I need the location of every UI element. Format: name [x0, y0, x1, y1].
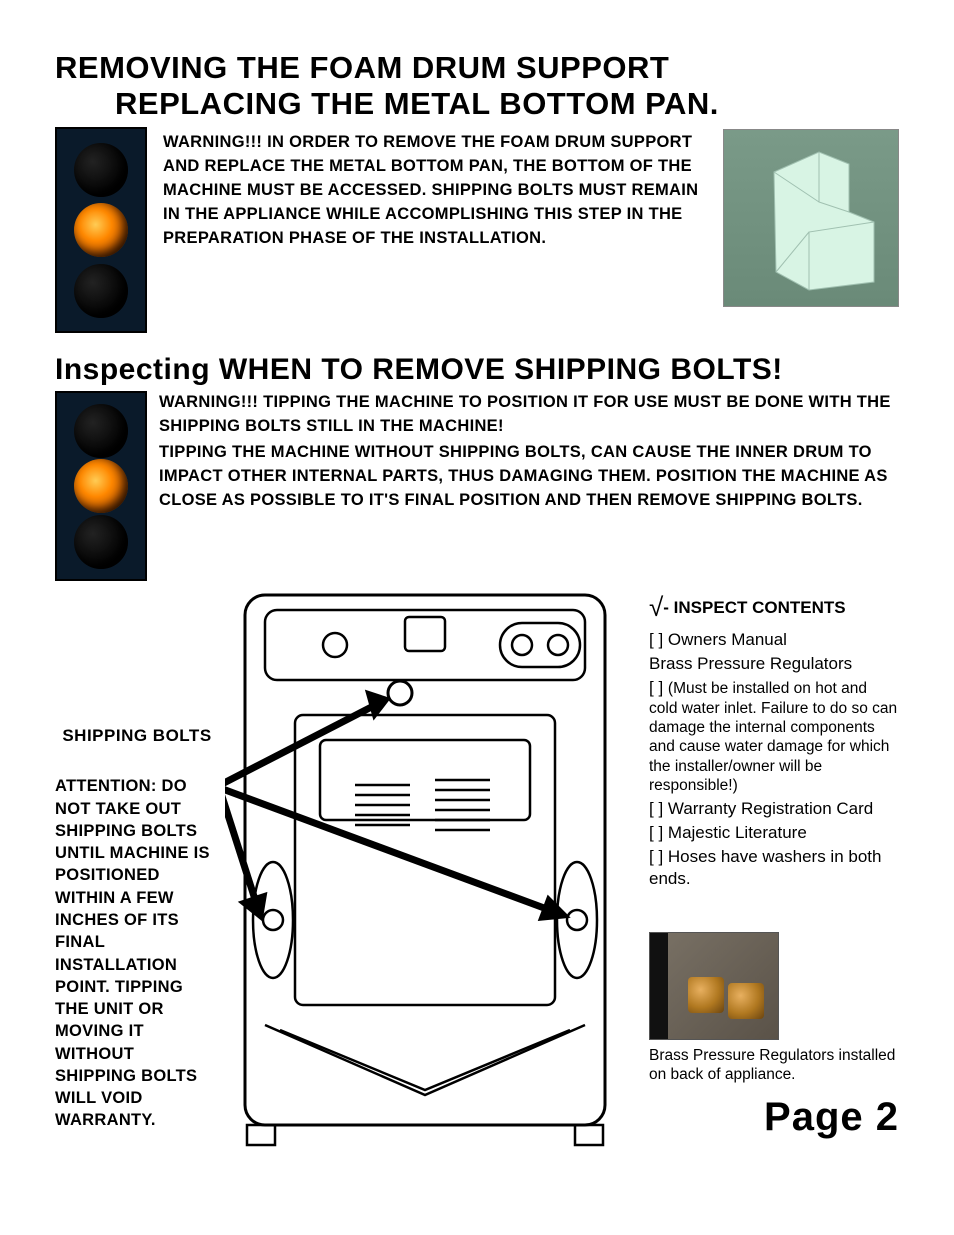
brass-caption: Brass Pressure Regulators installed on b… [649, 1046, 899, 1085]
checkbox-icon: [ ] [649, 678, 668, 697]
section-2-heading: Inspecting WHEN TO REMOVE SHIPPING BOLTS… [55, 353, 899, 387]
amber-lens-on-icon [74, 459, 128, 513]
section-1-warning: WARNING!!! IN ORDER TO REMOVE THE FOAM D… [163, 127, 707, 251]
heading-inspecting: Inspecting [55, 353, 219, 386]
checklist-text: Owners Manual [668, 630, 787, 649]
brass-regulator-photo [649, 932, 779, 1040]
checklist-item: [ ] (Must be installed on hot and cold w… [649, 677, 899, 795]
checklist-text: Brass Pressure Regulators [649, 654, 852, 673]
checklist-text: Hoses have washers in both ends. [649, 847, 881, 888]
left-column: SHIPPING BOLTS ATTENTION: DO NOT TAKE OU… [55, 585, 225, 1131]
checklist-text: Majestic Literature [668, 823, 807, 842]
checkbox-icon: [ ] [649, 823, 668, 842]
traffic-light-icon [55, 391, 147, 581]
checklist-item: [ ] Hoses have washers in both ends. [649, 846, 899, 890]
checkbox-icon: [ ] [649, 799, 668, 818]
checklist-item: [ ] Majestic Literature [649, 822, 899, 844]
checklist-text: Warranty Registration Card [668, 799, 873, 818]
main-title: REMOVING THE FOAM DRUM SUPPORT REPLACING… [55, 50, 899, 121]
section-2-row: WARNING!!! TIPPING THE MACHINE TO POSITI… [55, 391, 899, 581]
red-lens-off-icon [74, 143, 128, 197]
attention-text: ATTENTION: DO NOT TAKE OUT SHIPPING BOLT… [55, 775, 219, 1131]
red-lens-off-icon [74, 404, 128, 458]
inspect-heading-text: INSPECT CONTENTS [674, 598, 846, 617]
checklist-item: Brass Pressure Regulators [649, 653, 899, 675]
checkbox-icon: [ ] [649, 847, 668, 866]
page-number: Page 2 [649, 1091, 899, 1143]
shipping-bolts-label: SHIPPING BOLTS [55, 725, 219, 747]
title-line-1: REMOVING THE FOAM DRUM SUPPORT [55, 50, 899, 86]
inspect-heading: √- INSPECT CONTENTS [649, 591, 899, 625]
checklist-item: [ ] Owners Manual [649, 629, 899, 651]
appliance-diagram [225, 585, 625, 1155]
section-1-row: WARNING!!! IN ORDER TO REMOVE THE FOAM D… [55, 127, 899, 333]
brass-fitting-icon [688, 977, 724, 1013]
traffic-light-icon [55, 127, 147, 333]
section-2-warning-p2: TIPPING THE MACHINE WITHOUT SHIPPING BOL… [159, 441, 899, 513]
checkmark-icon: √ [649, 592, 663, 622]
foam-block-icon [764, 142, 884, 292]
lower-region: SHIPPING BOLTS ATTENTION: DO NOT TAKE OU… [55, 585, 899, 1155]
inspect-checklist: [ ] Owners Manual Brass Pressure Regulat… [649, 629, 899, 890]
checkbox-icon: [ ] [649, 630, 668, 649]
green-lens-off-icon [74, 515, 128, 569]
title-line-2: REPLACING THE METAL BOTTOM PAN. [55, 86, 899, 122]
brass-fitting-icon [728, 983, 764, 1019]
right-column: √- INSPECT CONTENTS [ ] Owners Manual Br… [625, 585, 899, 1142]
document-page: REMOVING THE FOAM DRUM SUPPORT REPLACING… [0, 0, 954, 1185]
section-2-warning-p1: WARNING!!! TIPPING THE MACHINE TO POSITI… [159, 391, 899, 439]
heading-when-remove: WHEN TO REMOVE SHIPPING BOLTS! [219, 353, 783, 386]
amber-lens-on-icon [74, 203, 128, 257]
checklist-text: (Must be installed on hot and cold water… [649, 680, 897, 794]
foam-support-photo [723, 129, 899, 307]
green-lens-off-icon [74, 264, 128, 318]
checklist-item: [ ] Warranty Registration Card [649, 798, 899, 820]
